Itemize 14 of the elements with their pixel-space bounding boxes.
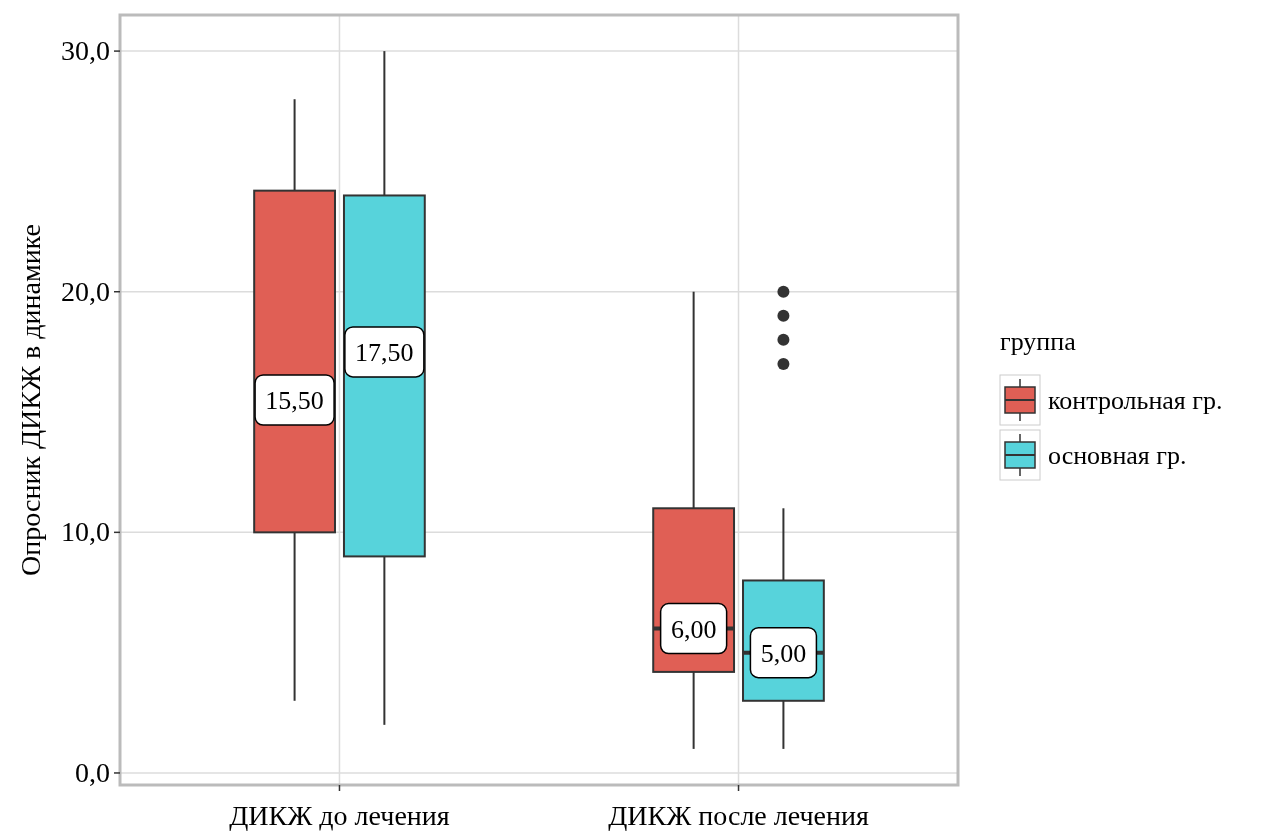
legend-label: основная гр. xyxy=(1048,441,1187,470)
y-tick-label: 10,0 xyxy=(61,516,110,548)
annotation: 17,50 xyxy=(355,337,414,367)
y-axis-title: Опросник ДИКЖ в динамике xyxy=(15,224,46,576)
y-tick-label: 20,0 xyxy=(61,275,110,307)
legend-label: контрольная гр. xyxy=(1048,386,1223,415)
legend-title: группа xyxy=(1000,327,1077,356)
annotation: 6,00 xyxy=(670,614,717,644)
annotation: 15,50 xyxy=(265,386,324,415)
x-tick-label: ДИКЖ после лечения xyxy=(608,800,869,831)
annotation: 5,00 xyxy=(760,638,807,668)
y-tick-label: 0,0 xyxy=(75,756,110,788)
x-tick-label: ДИКЖ до лечения xyxy=(229,800,450,831)
y-tick-label: 30,0 xyxy=(61,35,110,67)
